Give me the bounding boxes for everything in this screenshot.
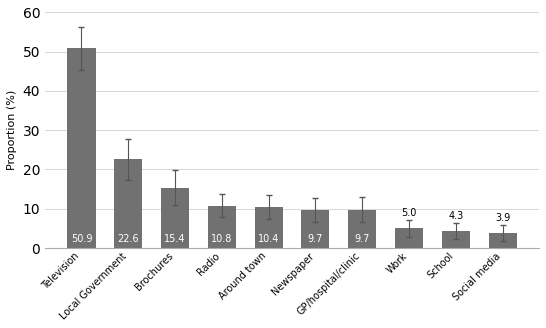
Bar [395, 228, 423, 248]
Bar [68, 48, 96, 248]
Text: 4.3: 4.3 [448, 211, 464, 221]
Bar [489, 233, 517, 248]
Y-axis label: Proportion (%): Proportion (%) [7, 90, 17, 170]
Bar [348, 210, 376, 248]
Text: 3.9: 3.9 [495, 213, 510, 223]
Text: 9.7: 9.7 [308, 234, 323, 244]
Text: 15.4: 15.4 [164, 234, 186, 244]
Text: 10.4: 10.4 [258, 234, 280, 244]
Text: 50.9: 50.9 [71, 234, 92, 244]
Bar [114, 159, 143, 248]
Bar [442, 231, 470, 248]
Bar [254, 207, 283, 248]
Text: 5.0: 5.0 [401, 208, 417, 218]
Text: 9.7: 9.7 [354, 234, 370, 244]
Bar [161, 188, 189, 248]
Bar [301, 210, 329, 248]
Text: 10.8: 10.8 [211, 234, 233, 244]
Text: 22.6: 22.6 [117, 234, 139, 244]
Bar [208, 206, 236, 248]
